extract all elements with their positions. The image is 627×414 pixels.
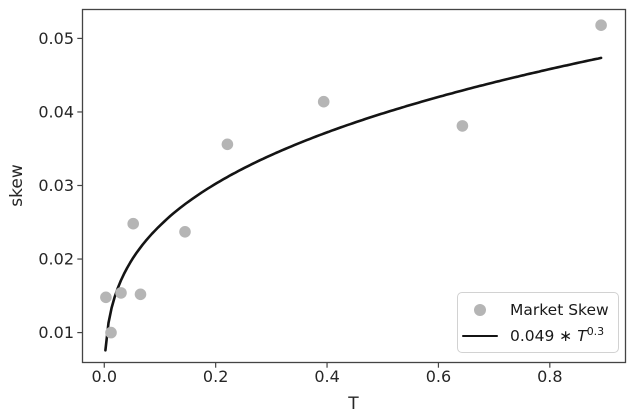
scatter-point (595, 19, 607, 32)
y-axis-label: skew (7, 164, 27, 207)
legend-entry-fit-curve: 0.049 ∗ T0.3 (458, 323, 618, 349)
formula-exponent: 0.3 (586, 324, 605, 338)
scatter-marker-icon (474, 304, 486, 316)
scatter-point (317, 95, 330, 108)
scatter-point (100, 291, 112, 304)
axes-spines (81, 8, 627, 364)
line-marker-icon (462, 334, 498, 338)
x-tick-label: 0.4 (314, 367, 339, 386)
scatter-point (179, 226, 191, 238)
legend: Market Skew 0.049 ∗ T0.3 (457, 292, 619, 353)
x-tick-label: 0.2 (203, 367, 228, 386)
legend-label-market-skew: Market Skew (510, 301, 609, 319)
legend-label-fit-formula: 0.049 ∗ T0.3 (510, 324, 605, 345)
scatter-point (105, 326, 117, 339)
fit-curve (104, 56, 603, 352)
x-axis-label: T (347, 394, 359, 414)
y-tick-label: 0.02 (38, 250, 74, 269)
y-tick-label: 0.03 (38, 176, 74, 195)
x-tick-label: 0.6 (426, 367, 451, 386)
x-tick-label: 0.8 (537, 367, 562, 386)
legend-handle (458, 304, 502, 316)
scatter-point (456, 120, 469, 132)
y-tick-label: 0.05 (38, 29, 74, 48)
scatter-point (221, 138, 234, 151)
legend-entry-market-skew: Market Skew (458, 297, 618, 323)
y-tick-label: 0.04 (38, 102, 74, 121)
scatter-point (115, 287, 127, 299)
formula-prefix: 0.049 ∗ (510, 327, 578, 345)
legend-handle (458, 334, 502, 338)
scatter-point (127, 217, 139, 230)
scatter-point (134, 288, 147, 301)
x-tick-label: 0.0 (92, 367, 117, 386)
y-tick-label: 0.01 (38, 323, 74, 342)
formula-variable: T (577, 327, 587, 345)
